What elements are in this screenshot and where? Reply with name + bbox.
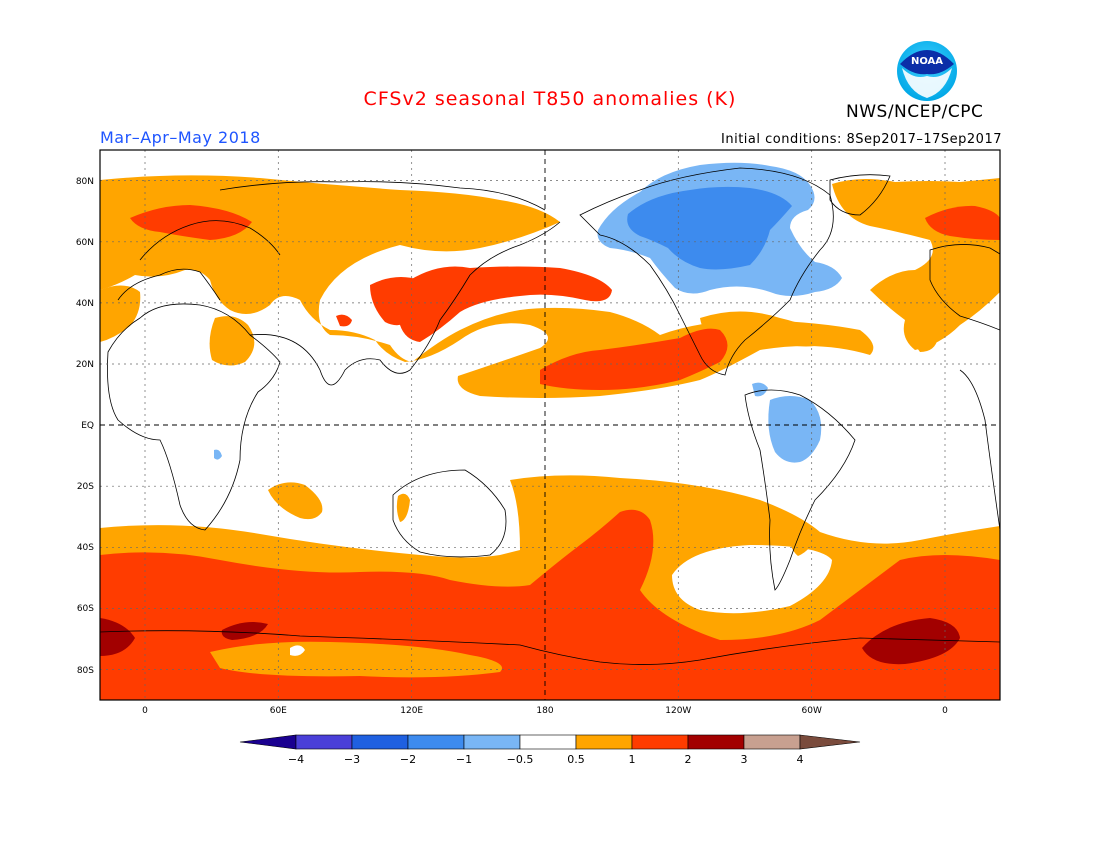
colorbar-label: 4	[797, 753, 804, 766]
anomaly-hole-south-pacific	[672, 545, 832, 614]
anomaly-patch-us-east	[700, 311, 830, 350]
colorbar-swatch-neg2-neg1	[407, 734, 465, 750]
colorbar-label: −4	[288, 753, 304, 766]
colorbar-label: −3	[344, 753, 360, 766]
map-reference-lines	[100, 150, 1000, 700]
coastlines	[100, 167, 1000, 665]
colorbar-swatch-neg4-neg3	[295, 734, 353, 750]
lat-label-20s: 20S	[77, 482, 94, 492]
anomaly-patch-caribbean-light-blue	[752, 382, 768, 397]
colorbar-swatch-below-neg4	[239, 734, 297, 750]
colorbar-label: 2	[685, 753, 692, 766]
anomaly-patch-north-pacific-red	[398, 266, 612, 342]
colorbar-swatch-05-1	[575, 734, 633, 750]
colorbar-label: 1	[629, 753, 636, 766]
lat-label-80s: 80S	[77, 666, 94, 676]
colorbar-swatch-1-2	[631, 734, 689, 750]
anomaly-patch-west-europe	[100, 285, 141, 342]
colorbar-swatch-neutral	[519, 734, 577, 750]
lat-label-60n: 60N	[76, 238, 94, 248]
colorbar-label: −2	[400, 753, 416, 766]
lon-label-0-east: 0	[942, 706, 948, 716]
anomaly-patch-south-dark	[221, 622, 268, 640]
season-label: Mar–Apr–May 2018	[100, 128, 261, 147]
anomaly-patch-atlantic-sub	[914, 328, 938, 352]
lon-label-120e: 120E	[400, 706, 423, 716]
map-frame	[99, 149, 1001, 701]
anomaly-patch-scandinavia-red	[130, 205, 252, 240]
lat-label-40s: 40S	[77, 543, 94, 553]
colorbar-swatch-neg1-neg05	[463, 734, 521, 750]
lat-label-80n: 80N	[76, 177, 94, 187]
colorbar: −4 −3 −2 −1 −0.5 0.5 1 2 3 4	[239, 734, 861, 766]
anomaly-patch-australia	[396, 493, 410, 522]
map-title: CFSv2 seasonal T850 anomalies (K)	[363, 88, 737, 110]
lon-label-60e: 60E	[270, 706, 287, 716]
colorbar-label: −0.5	[507, 753, 534, 766]
colorbar-label: 0.5	[567, 753, 585, 766]
colorbar-swatch-2-3	[687, 734, 745, 750]
anomaly-patch-amazon-light-blue	[768, 396, 822, 463]
anomaly-patch-south-orange	[210, 641, 502, 678]
map-gridlines	[100, 150, 1000, 700]
colorbar-swatch-neg3-neg2	[351, 734, 409, 750]
anomaly-patch-tropical-pacific-red	[540, 328, 728, 390]
colorbar-swatch-3-4	[743, 734, 801, 750]
anomaly-patch-atlantic-red	[925, 205, 1000, 240]
colorbar-swatch-above-4	[799, 734, 861, 750]
org-label: NWS/NCEP/CPC	[846, 102, 984, 122]
anomaly-patch-middle-east	[209, 316, 255, 366]
lat-label-20n: 20N	[76, 360, 94, 370]
lat-label-60s: 60S	[77, 604, 94, 614]
anomaly-patch-china-red	[370, 276, 424, 326]
anomaly-patch-china-red-small	[336, 314, 352, 327]
colorbar-label: 3	[741, 753, 748, 766]
noaa-logo-icon: NOAA	[897, 41, 957, 101]
lon-label-180: 180	[536, 706, 553, 716]
noaa-logo-text: NOAA	[911, 56, 943, 67]
initial-conditions-label: Initial conditions: 8Sep2017–17Sep2017	[721, 132, 1002, 147]
colorbar-label: −1	[456, 753, 472, 766]
anomaly-patch-south-america	[789, 526, 818, 556]
anomaly-patch-south-dark	[862, 618, 960, 665]
lon-label-0: 0	[142, 706, 148, 716]
anomaly-patch-se-atlantic	[268, 482, 323, 520]
anomaly-hole-antarctic	[290, 645, 305, 656]
lat-label-40n: 40N	[76, 299, 94, 309]
anomaly-patch-africa-light-blue	[214, 449, 222, 460]
lon-label-120w: 120W	[665, 706, 691, 716]
anomaly-patch-south-dark	[100, 618, 135, 656]
lat-label-eq: EQ	[81, 421, 94, 431]
anomaly-patch-canada-blue	[627, 186, 792, 270]
lon-label-60w: 60W	[802, 706, 822, 716]
